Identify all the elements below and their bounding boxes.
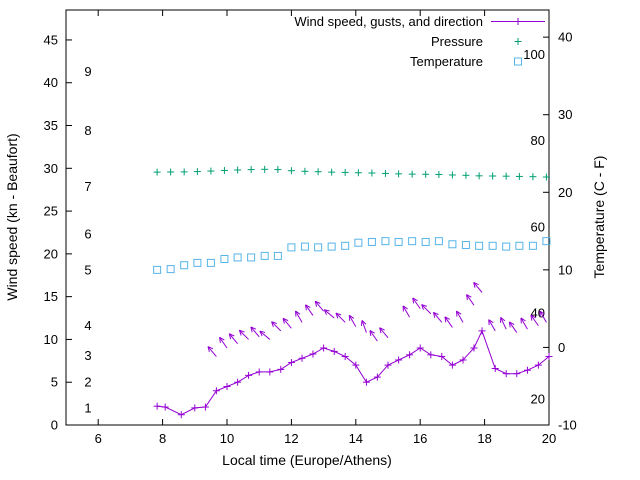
series-temperature-square bbox=[153, 237, 551, 274]
left-tick-label: 25 bbox=[44, 204, 58, 219]
left-tick-label: 5 bbox=[51, 375, 58, 390]
fahrenheit-label: 80 bbox=[531, 133, 545, 148]
series-wind-arrow bbox=[207, 281, 547, 357]
right-axis-title: Temperature (C - F) bbox=[591, 156, 607, 279]
left-tick-label: 20 bbox=[44, 246, 58, 261]
fahrenheit-label: 60 bbox=[531, 219, 545, 234]
left-tick-label: 30 bbox=[44, 161, 58, 176]
beaufort-label: 6 bbox=[84, 227, 91, 242]
right-tick-label: 30 bbox=[558, 107, 572, 122]
right-tick-label: -10 bbox=[558, 418, 577, 433]
x-tick-label: 8 bbox=[159, 431, 166, 446]
left-tick-label: 0 bbox=[51, 418, 58, 433]
beaufort-label: 7 bbox=[84, 179, 91, 194]
beaufort-label: 5 bbox=[84, 263, 91, 278]
x-tick-label: 18 bbox=[477, 431, 491, 446]
left-axis-title: Wind speed (kn - Beaufort) bbox=[4, 133, 20, 300]
series-layer bbox=[153, 165, 553, 419]
legend-label: Pressure bbox=[431, 34, 483, 49]
beaufort-label: 4 bbox=[84, 318, 91, 333]
beaufort-label: 2 bbox=[84, 375, 91, 390]
left-tick-label: 10 bbox=[44, 332, 58, 347]
x-tick-label: 14 bbox=[349, 431, 363, 446]
fahrenheit-label: 20 bbox=[531, 392, 545, 407]
right-tick-label: 40 bbox=[558, 30, 572, 45]
legend-label: Wind speed, gusts, and direction bbox=[294, 14, 483, 29]
beaufort-label: 1 bbox=[84, 400, 91, 415]
left-tick-label: 35 bbox=[44, 118, 58, 133]
x-tick-label: 10 bbox=[220, 431, 234, 446]
fahrenheit-label: 100 bbox=[523, 47, 545, 62]
x-tick-label: 12 bbox=[284, 431, 298, 446]
beaufort-label: 3 bbox=[84, 348, 91, 363]
left-tick-label: 40 bbox=[44, 75, 58, 90]
right-tick-label: 20 bbox=[558, 185, 572, 200]
axes: 6 8 10 12 14 16 18 20051015202530354045-1001020… bbox=[44, 9, 577, 446]
series-wind-line+cross bbox=[153, 327, 553, 419]
beaufort-label: 9 bbox=[84, 64, 91, 79]
right-tick-label: 0 bbox=[558, 340, 565, 355]
x-tick-label: 16 bbox=[413, 431, 427, 446]
x-tick-label: 20 bbox=[542, 431, 556, 446]
legend-label: Temperature bbox=[410, 54, 483, 69]
x-tick-label: 6 bbox=[95, 431, 102, 446]
left-tick-label: 45 bbox=[44, 32, 58, 47]
series-pressure-cross bbox=[153, 165, 550, 181]
x-axis-title: Local time (Europe/Athens) bbox=[222, 452, 392, 468]
legend: Wind speed, gusts, and direction Pressure… bbox=[294, 14, 545, 69]
right-tick-label: 10 bbox=[558, 262, 572, 277]
beaufort-label: 8 bbox=[84, 123, 91, 138]
left-tick-label: 15 bbox=[44, 289, 58, 304]
